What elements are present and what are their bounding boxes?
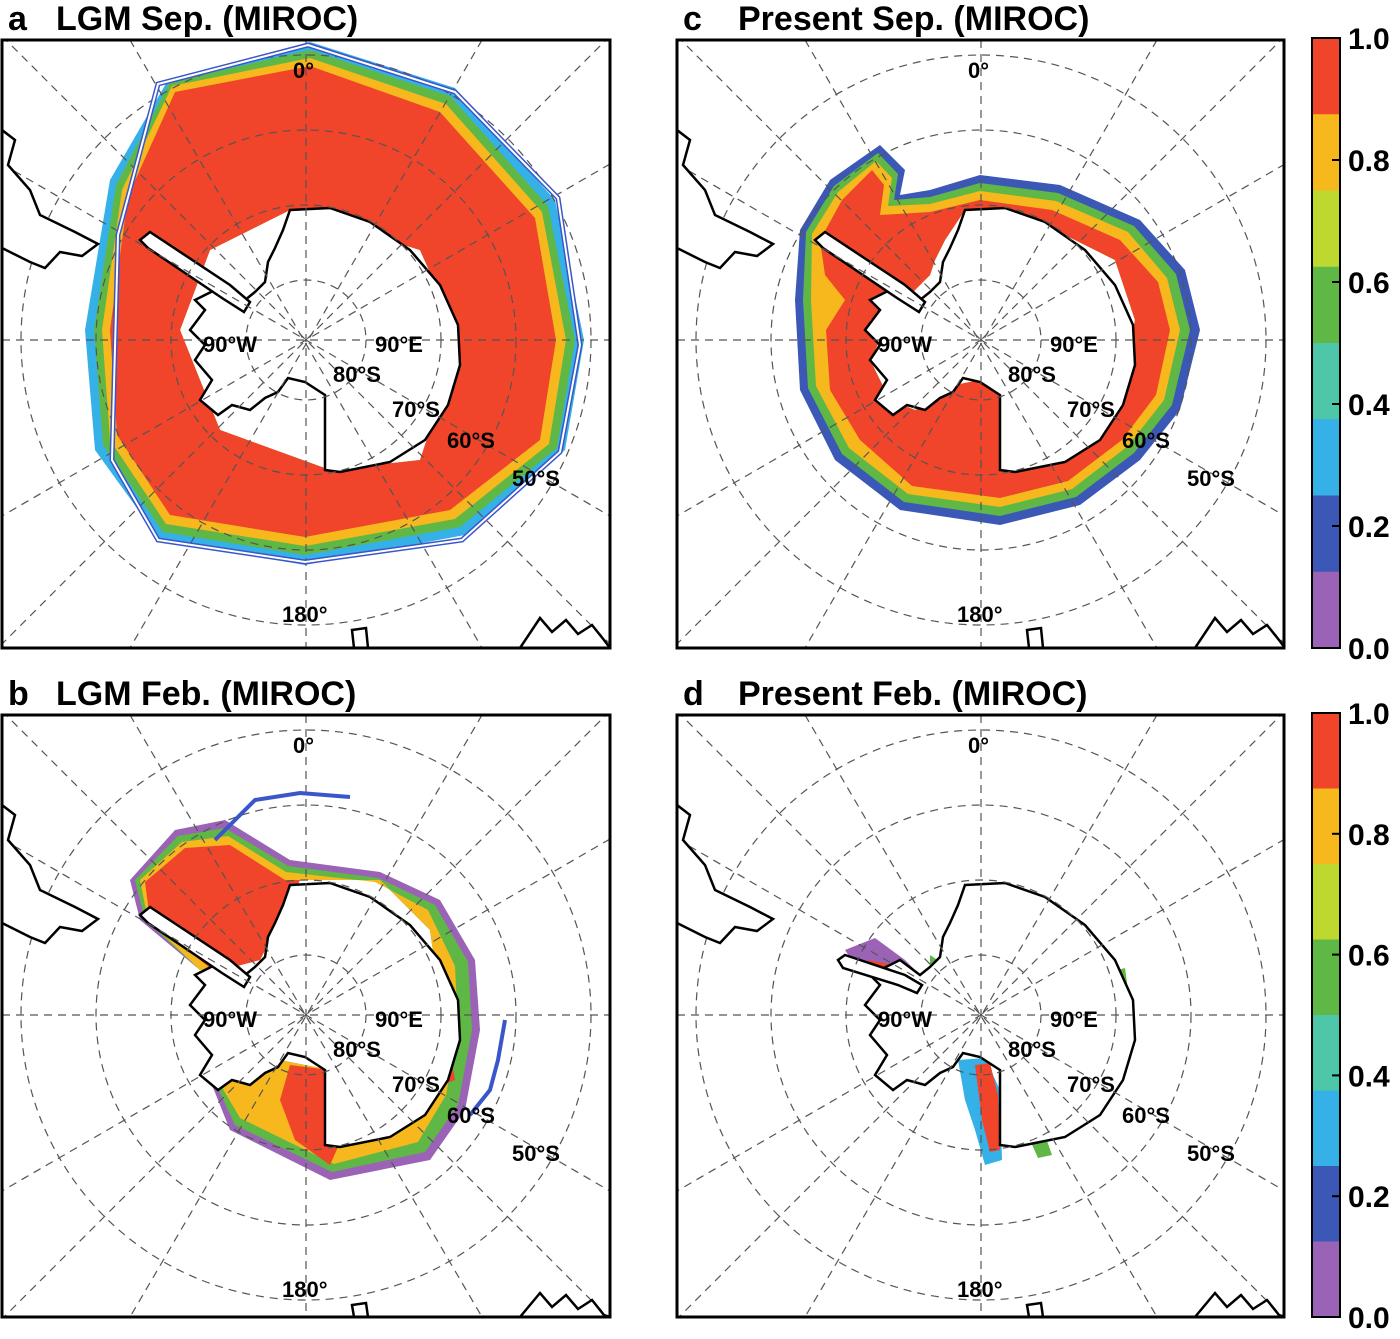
panel-d-letter: d — [683, 675, 704, 713]
colorbar-bottom-frame — [1311, 712, 1341, 1318]
panel-a-frame — [0, 38, 612, 650]
label-90e-b: 90°E — [375, 1007, 423, 1032]
colorbar-bottom-swatch-3 — [1312, 939, 1340, 1016]
colorbar-top: 1.0 0.8 0.6 0.4 0.2 0.0 — [1311, 23, 1390, 666]
ice-b-core — [145, 845, 455, 1165]
label-90e-d: 90°E — [1050, 1007, 1098, 1032]
panel-c-title: Present Sep. (MIROC) — [738, 0, 1089, 38]
colorbar-bottom-tick-label-0: 1.0 — [1348, 698, 1390, 731]
label-60s-b: 60°S — [447, 1103, 495, 1128]
graticule — [2, 40, 610, 648]
label-lon-0-d: 0° — [968, 733, 989, 758]
panel-d-frame — [675, 713, 1286, 1319]
label-60s: 60°S — [447, 428, 495, 453]
colorbar-top-swatch-1 — [1312, 114, 1340, 191]
label-80s: 80°S — [333, 362, 381, 387]
panel-a-letter: a — [8, 0, 28, 38]
ice-edge-line-b2 — [468, 1019, 507, 1117]
label-50s-d: 50°S — [1187, 1141, 1235, 1166]
panel-b: b LGM Feb. (MIROC) 0° 180° 90°W — [0, 675, 612, 1319]
label-50s: 50°S — [512, 466, 560, 491]
panel-b-frame — [0, 713, 612, 1319]
label-60s-d: 60°S — [1122, 1103, 1170, 1128]
colorbar-top-tick-label-5: 0.0 — [1348, 633, 1390, 666]
label-50s-b: 50°S — [512, 1141, 560, 1166]
panel-d-title: Present Feb. (MIROC) — [738, 675, 1087, 713]
label-70s-b: 70°S — [392, 1072, 440, 1097]
panel-b-title: LGM Feb. (MIROC) — [56, 675, 356, 713]
colorbar-top-frame — [1311, 37, 1341, 649]
label-60s-c: 60°S — [1122, 428, 1170, 453]
colorbar-bottom-tick-label-3: 0.4 — [1348, 1060, 1390, 1093]
south-america — [2, 128, 101, 270]
panel-c: c Present Sep. (MIROC) 0° 180° 90°W 90°E — [675, 0, 1286, 650]
colorbar-bottom-swatch-2 — [1312, 864, 1340, 940]
label-80s-d: 80°S — [1008, 1037, 1056, 1062]
colorbar-bottom-swatch-1 — [1312, 788, 1340, 865]
colorbar-top-tick-label-1: 0.8 — [1348, 145, 1390, 178]
graticule-c — [677, 40, 1284, 648]
label-90w-d: 90°W — [878, 1007, 932, 1032]
label-lon-0: 0° — [293, 58, 314, 83]
colorbar-top-swatch-5 — [1312, 419, 1340, 496]
ice-c-core — [820, 170, 1170, 498]
label-lon-180-c: 180° — [957, 602, 1003, 627]
panel-d: d Present Feb. (MIROC) 0° 180° — [675, 675, 1286, 1319]
graticule-b — [2, 715, 610, 1317]
colorbar-bottom-swatch-4 — [1312, 1015, 1340, 1091]
label-70s-c: 70°S — [1067, 397, 1115, 422]
panel-b-letter: b — [8, 675, 29, 713]
label-lon-180-b: 180° — [282, 1277, 328, 1302]
colorbar-top-tick-label-2: 0.6 — [1348, 267, 1390, 300]
colorbar-top-swatch-7 — [1312, 571, 1340, 649]
label-90e-c: 90°E — [1050, 332, 1098, 357]
label-50s-c: 50°S — [1187, 466, 1235, 491]
label-lon-180: 180° — [282, 602, 328, 627]
label-90w-c: 90°W — [878, 332, 932, 357]
ice-core — [110, 66, 556, 537]
label-lon-0-c: 0° — [968, 58, 989, 83]
panel-a: a LGM Sep. (MIROC) — [0, 0, 612, 650]
label-lon-0-b: 0° — [293, 733, 314, 758]
colorbar-bottom: 1.0 0.8 0.6 0.4 0.2 0.0 — [1311, 698, 1390, 1335]
label-70s-d: 70°S — [1067, 1072, 1115, 1097]
colorbar-bottom-swatch-0 — [1312, 713, 1340, 789]
panel-c-frame — [675, 38, 1286, 650]
colorbar-bottom-tick-label-5: 0.0 — [1348, 1302, 1390, 1335]
island-land — [350, 626, 370, 648]
label-lon-180-d: 180° — [957, 1277, 1003, 1302]
label-80s-b: 80°S — [333, 1037, 381, 1062]
colorbar-top-swatch-6 — [1312, 495, 1340, 573]
graticule-d — [677, 715, 1284, 1317]
colorbar-bottom-tick-label-1: 0.8 — [1348, 819, 1390, 852]
label-70s: 70°S — [392, 397, 440, 422]
colorbar-top-tick-label-4: 0.2 — [1348, 511, 1390, 544]
colorbar-bottom-swatch-7 — [1312, 1241, 1340, 1318]
label-90w-b: 90°W — [203, 1007, 257, 1032]
colorbar-top-swatch-0 — [1312, 38, 1340, 115]
ice-edge-line-b1 — [213, 790, 351, 842]
colorbar-top-swatch-3 — [1312, 266, 1340, 344]
label-80s-c: 80°S — [1008, 362, 1056, 387]
colorbar-top-swatch-4 — [1312, 343, 1340, 420]
colorbar-top-tick-label-3: 0.4 — [1348, 389, 1390, 422]
colorbar-bottom-swatch-5 — [1312, 1090, 1340, 1167]
panel-a-title: LGM Sep. (MIROC) — [56, 0, 358, 38]
australia-edge — [518, 615, 610, 648]
colorbar-bottom-swatch-6 — [1312, 1166, 1340, 1242]
colorbar-bottom-tick-label-2: 0.6 — [1348, 940, 1390, 973]
panel-c-letter: c — [683, 0, 702, 38]
label-90e: 90°E — [375, 332, 423, 357]
colorbar-top-swatch-2 — [1312, 190, 1340, 268]
colorbar-top-tick-label-0: 1.0 — [1348, 23, 1390, 56]
label-90w: 90°W — [203, 332, 257, 357]
colorbar-bottom-tick-label-4: 0.2 — [1348, 1181, 1390, 1214]
